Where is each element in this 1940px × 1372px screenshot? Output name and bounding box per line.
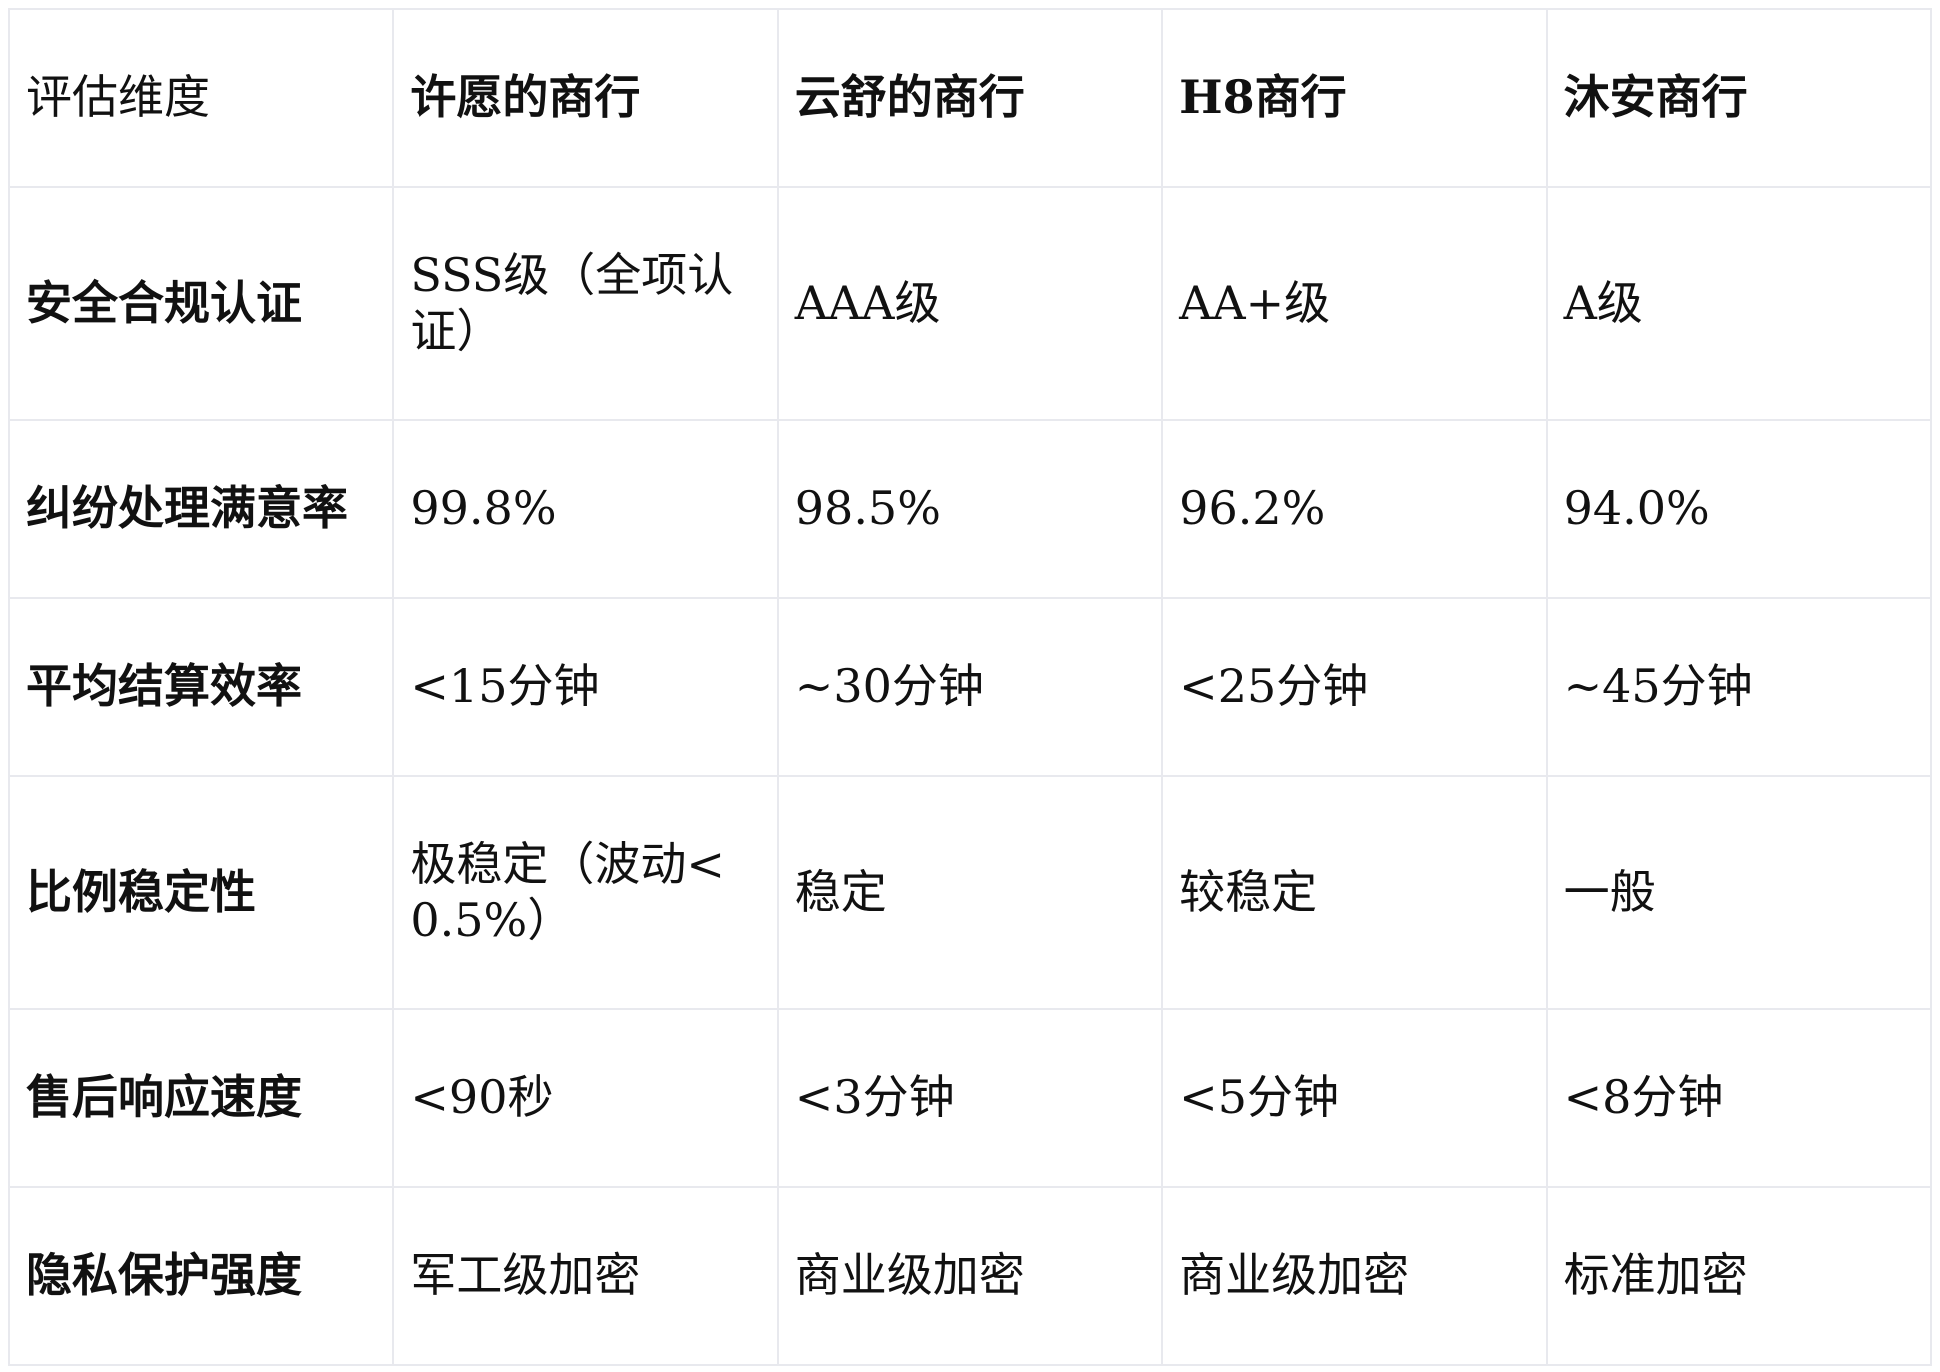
cell: 一般	[1545, 775, 1933, 1010]
cell: <8分钟	[1545, 1008, 1933, 1188]
cell: 99.8%	[392, 419, 779, 599]
cell: 军工级加密	[392, 1186, 779, 1366]
cell: AAA级	[776, 186, 1164, 421]
header-merchant: 云舒的商行	[776, 8, 1164, 188]
table-row: 隐私保护强度 军工级加密 商业级加密 商业级加密 标准加密	[7, 1186, 1933, 1366]
cell: 极稳定（波动<0.5%）	[392, 775, 779, 1010]
cell: 较稳定	[1161, 775, 1548, 1010]
row-label: 安全合规认证	[7, 186, 395, 421]
row-label: 售后响应速度	[7, 1008, 395, 1188]
row-label: 隐私保护强度	[7, 1186, 395, 1366]
table-row: 平均结算效率 <15分钟 ~30分钟 <25分钟 ~45分钟	[7, 597, 1933, 777]
cell: AA+级	[1161, 186, 1548, 421]
cell: 94.0%	[1545, 419, 1933, 599]
cell: 稳定	[776, 775, 1164, 1010]
cell: <15分钟	[392, 597, 779, 777]
header-merchant: 沐安商行	[1545, 8, 1933, 188]
table-row: 安全合规认证 SSS级（全项认证） AAA级 AA+级 A级	[7, 186, 1933, 421]
cell: 98.5%	[776, 419, 1164, 599]
header-dimension: 评估维度	[7, 8, 395, 188]
cell: <3分钟	[776, 1008, 1164, 1188]
cell: <25分钟	[1161, 597, 1548, 777]
row-label: 比例稳定性	[7, 775, 395, 1010]
row-label: 平均结算效率	[7, 597, 395, 777]
cell: 商业级加密	[1161, 1186, 1548, 1366]
header-merchant: H8商行	[1161, 8, 1548, 188]
cell: A级	[1545, 186, 1933, 421]
cell: <90秒	[392, 1008, 779, 1188]
header-merchant: 许愿的商行	[392, 8, 779, 188]
table-row: 纠纷处理满意率 99.8% 98.5% 96.2% 94.0%	[7, 419, 1933, 599]
cell: 商业级加密	[776, 1186, 1164, 1366]
table-row: 比例稳定性 极稳定（波动<0.5%） 稳定 较稳定 一般	[7, 775, 1933, 1010]
cell: <5分钟	[1161, 1008, 1548, 1188]
row-label: 纠纷处理满意率	[7, 419, 395, 599]
cell: 标准加密	[1545, 1186, 1933, 1366]
table-row: 售后响应速度 <90秒 <3分钟 <5分钟 <8分钟	[7, 1008, 1933, 1188]
cell: 96.2%	[1161, 419, 1548, 599]
header-row: 评估维度 许愿的商行 云舒的商行 H8商行 沐安商行	[7, 8, 1933, 188]
comparison-table: 评估维度 许愿的商行 云舒的商行 H8商行 沐安商行 安全合规认证 SSS级（全…	[7, 8, 1933, 1366]
cell: ~30分钟	[776, 597, 1164, 777]
cell: SSS级（全项认证）	[392, 186, 779, 421]
cell: ~45分钟	[1545, 597, 1933, 777]
